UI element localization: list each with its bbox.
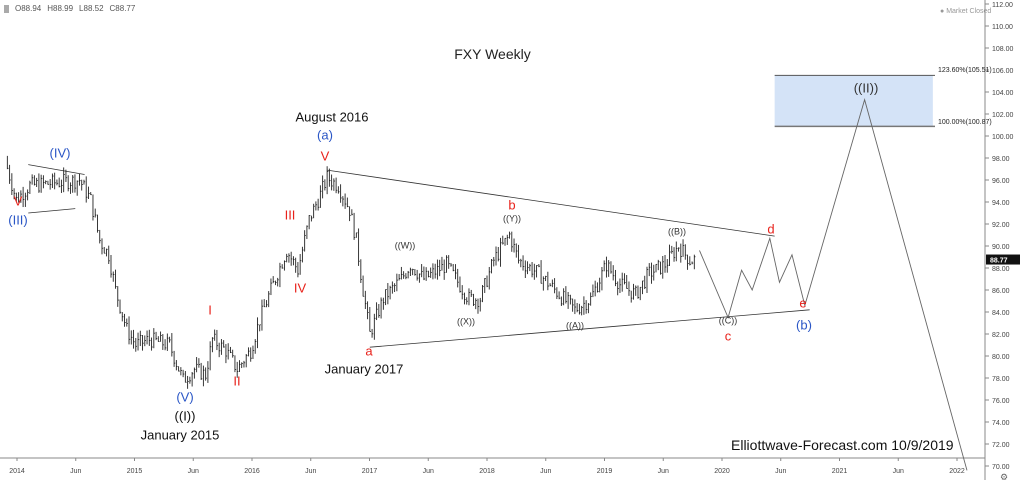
wave-label-d-red: d [767, 221, 775, 237]
wave-label-ii: II [233, 373, 241, 389]
fib-low-label: 100.00%(100.87) [938, 119, 992, 126]
ohlc-low: L88.52 [79, 4, 104, 13]
wave-label-iii: III [284, 207, 296, 223]
wave-label-x: ((X)) [457, 316, 475, 327]
y-tick-label: 78.00 [992, 376, 1010, 383]
y-tick-label: 82.00 [992, 332, 1010, 339]
wave-label-c-red: c [724, 328, 732, 344]
wave-label-ii-cycle: ((II)) [853, 80, 879, 96]
y-tick-label: 90.00 [992, 244, 1010, 251]
x-tick-label: 2014 [9, 468, 25, 475]
wave-label-b-dbl: ((B)) [668, 226, 686, 237]
last-price-tag [986, 254, 1020, 265]
wave-label-v1: V [13, 193, 23, 209]
y-tick-label: 74.00 [992, 420, 1010, 427]
target-zone [774, 75, 933, 127]
y-tick-label: 106.00 [992, 68, 1014, 75]
ohlc-open: O88.94 [15, 4, 42, 13]
y-tick-label: 76.00 [992, 398, 1010, 405]
y-tick-label: 92.00 [992, 222, 1010, 229]
x-tick-label: 2022 [949, 468, 965, 475]
trendline [327, 169, 775, 237]
y-tick-label: 72.00 [992, 442, 1010, 449]
x-tick-label: Jun [775, 468, 786, 475]
wave-label-i: I [208, 302, 212, 318]
market-status: ● Market Closed [940, 8, 992, 15]
x-tick-label: Jun [70, 468, 81, 475]
x-tick-label: 2018 [479, 468, 495, 475]
wave-label-iii-big: (III) [8, 212, 28, 228]
wave-label-jan2017: January 2017 [324, 361, 404, 377]
x-tick-label: 2021 [832, 468, 848, 475]
wave-label-c-dbl: ((C)) [718, 315, 738, 326]
wave-label-v2: V [320, 148, 330, 164]
y-tick-label: 108.00 [992, 46, 1014, 53]
wave-label-a-red: a [365, 343, 373, 359]
ohlc-close: C88.77 [109, 4, 136, 13]
wave-label-iv: IV [293, 280, 307, 296]
x-tick-label: 2019 [597, 468, 613, 475]
x-tick-label: 2015 [127, 468, 143, 475]
watermark: Elliottwave-Forecast.com 10/9/2019 [731, 437, 954, 453]
y-tick-label: 110.00 [992, 24, 1013, 31]
x-tick-label: Jun [188, 468, 199, 475]
settings-gear-icon[interactable]: ⚙ [1000, 472, 1008, 480]
x-tick-label: 2016 [244, 468, 260, 475]
y-tick-label: 86.00 [992, 288, 1010, 295]
ohlc-legend: O88.94 H88.99 L88.52 C88.77 [4, 4, 135, 13]
x-tick-label: Jun [305, 468, 316, 475]
market-status-text: Market Closed [946, 8, 992, 15]
x-tick-label: Jun [423, 468, 434, 475]
wave-label-a-blue: (a) [317, 127, 333, 143]
y-tick-label: 98.00 [992, 156, 1010, 163]
wave-label-b-red: b [508, 197, 516, 213]
wave-label-a-dbl: ((A)) [566, 320, 584, 331]
trendline [369, 309, 810, 348]
x-tick-label: Jun [540, 468, 551, 475]
y-tick-label: 112.00 [992, 2, 1013, 9]
wave-label-y: ((Y)) [503, 213, 521, 224]
y-tick-label: 94.00 [992, 200, 1010, 207]
wave-label-iv-big: (IV) [49, 145, 71, 161]
x-tick-label: 2020 [714, 468, 730, 475]
wave-label-w: ((W)) [394, 240, 416, 251]
chart-title: FXY Weekly [454, 46, 531, 62]
last-price-label: 88.77 [990, 258, 1008, 265]
x-tick-label: 2017 [362, 468, 378, 475]
y-tick-label: 80.00 [992, 354, 1010, 361]
wave-label-e-red: e [799, 295, 807, 311]
wave-label-jan2015: January 2015 [140, 427, 220, 443]
y-tick-label: 102.00 [992, 112, 1014, 119]
projection-path [699, 98, 968, 471]
y-tick-label: 84.00 [992, 310, 1010, 317]
ohlc-high: H88.99 [47, 4, 74, 13]
y-tick-label: 88.00 [992, 266, 1010, 273]
x-tick-label: Jun [658, 468, 669, 475]
x-tick-label: Jun [893, 468, 904, 475]
trendline [28, 208, 76, 214]
trendline [28, 164, 85, 175]
y-tick-label: 104.00 [992, 90, 1014, 97]
series-swatch [4, 4, 9, 13]
wave-label-aug2016: August 2016 [295, 109, 369, 125]
fib-high-label: 123.60%(105.51) [938, 67, 992, 74]
y-tick-label: 96.00 [992, 178, 1010, 185]
wave-label-v-big: (V) [176, 389, 194, 405]
wave-label-b-blue: (b) [796, 317, 812, 333]
y-tick-label: 100.00 [992, 134, 1014, 141]
y-tick-label: 70.00 [992, 464, 1010, 471]
wave-label-i-cycle: ((I)) [174, 408, 196, 424]
